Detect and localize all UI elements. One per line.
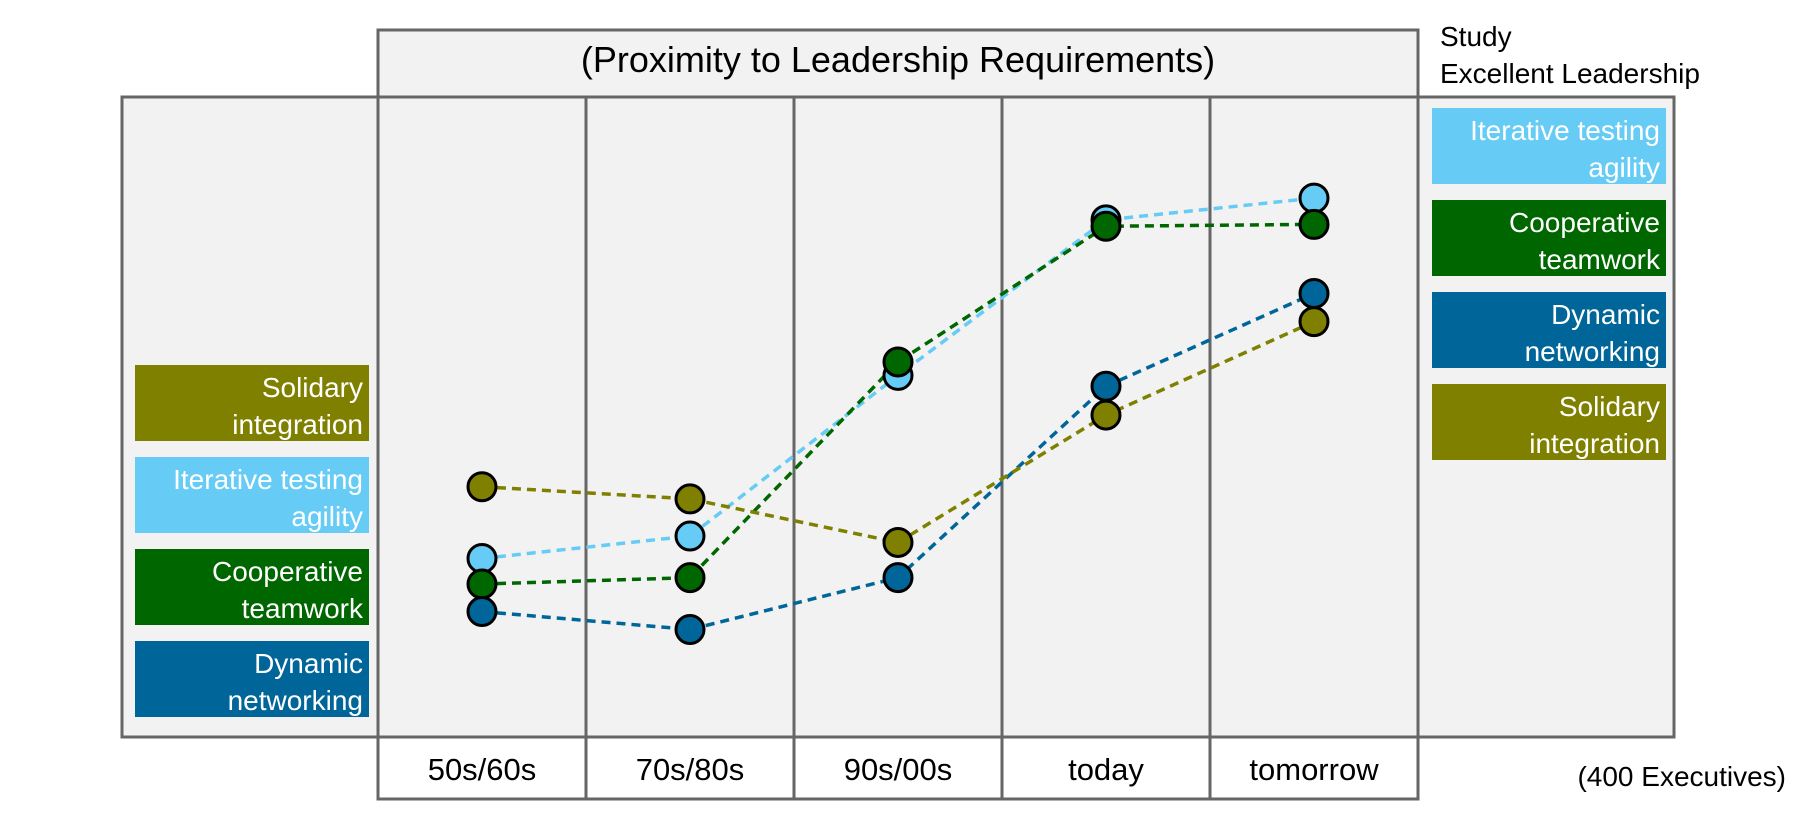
data-point-solidary-integration-tomorrow xyxy=(1298,306,1330,338)
left-label-box-dynamic-networking xyxy=(135,641,369,717)
category-label-90s-00s: 90s/00s xyxy=(844,752,953,787)
right-label-box-iterative-testing-agility xyxy=(1432,108,1666,184)
footnote: (400 Executives) xyxy=(1577,761,1786,792)
left-label-text-iterative-testing-agility: Iterative testing xyxy=(173,464,363,495)
left-label-text-iterative-testing-agility: agility xyxy=(291,501,363,532)
right-label-text-solidary-integration: integration xyxy=(1529,428,1660,459)
title-box xyxy=(376,28,1420,99)
category-label-50s-60s: 50s/60s xyxy=(428,752,537,787)
data-point-solidary-integration-70s-80s xyxy=(674,483,706,515)
left-label-text-solidary-integration: Solidary xyxy=(262,372,363,403)
left-label-text-dynamic-networking: Dynamic xyxy=(254,648,363,679)
right-label-text-cooperative-teamwork: teamwork xyxy=(1539,244,1661,275)
data-point-iterative-testing-agility-70s-80s xyxy=(674,520,706,552)
left-label-box-cooperative-teamwork xyxy=(135,549,369,625)
data-point-cooperative-teamwork-tomorrow xyxy=(1298,208,1330,240)
data-point-cooperative-teamwork-70s-80s xyxy=(674,562,706,594)
category-box xyxy=(376,735,1420,801)
data-point-cooperative-teamwork-50s-60s xyxy=(466,568,498,600)
category-label-70s-80s: 70s/80s xyxy=(636,752,745,787)
plot-frame xyxy=(120,95,1676,739)
data-point-solidary-integration-90s-00s xyxy=(882,526,914,558)
data-point-iterative-testing-agility-tomorrow xyxy=(1298,182,1330,214)
left-label-box-solidary-integration xyxy=(135,365,369,441)
data-point-cooperative-teamwork-90s-00s xyxy=(882,346,914,378)
data-point-dynamic-networking-90s-00s xyxy=(882,562,914,594)
data-point-cooperative-teamwork-today xyxy=(1090,210,1122,242)
left-label-box-iterative-testing-agility xyxy=(135,457,369,533)
right-label-text-solidary-integration: Solidary xyxy=(1559,391,1660,422)
right-label-box-cooperative-teamwork xyxy=(1432,200,1666,276)
data-point-dynamic-networking-70s-80s xyxy=(674,613,706,645)
category-label-today: today xyxy=(1068,752,1144,787)
data-point-dynamic-networking-tomorrow xyxy=(1298,277,1330,309)
left-label-text-cooperative-teamwork: Cooperative xyxy=(212,556,363,587)
right-label-box-solidary-integration xyxy=(1432,384,1666,460)
study-label-line-2: Excellent Leadership xyxy=(1440,58,1700,89)
chart-title: (Proximity to Leadership Requirements) xyxy=(581,39,1215,80)
data-point-dynamic-networking-50s-60s xyxy=(466,596,498,628)
right-label-text-cooperative-teamwork: Cooperative xyxy=(1509,207,1660,238)
right-label-text-dynamic-networking: Dynamic xyxy=(1551,299,1660,330)
left-label-text-dynamic-networking: networking xyxy=(228,685,363,716)
left-label-text-cooperative-teamwork: teamwork xyxy=(242,593,364,624)
right-label-text-iterative-testing-agility: agility xyxy=(1588,152,1660,183)
category-label-tomorrow: tomorrow xyxy=(1249,752,1379,787)
right-label-box-dynamic-networking xyxy=(1432,292,1666,368)
right-label-text-dynamic-networking: networking xyxy=(1525,336,1660,367)
data-point-iterative-testing-agility-50s-60s xyxy=(466,542,498,574)
data-point-solidary-integration-today xyxy=(1090,399,1122,431)
right-label-text-iterative-testing-agility: Iterative testing xyxy=(1470,115,1660,146)
data-point-dynamic-networking-today xyxy=(1090,370,1122,402)
study-label-line-1: Study xyxy=(1440,21,1512,52)
series-line-cooperative-teamwork xyxy=(481,222,1315,586)
left-label-text-solidary-integration: integration xyxy=(232,409,363,440)
data-point-solidary-integration-50s-60s xyxy=(466,471,498,503)
